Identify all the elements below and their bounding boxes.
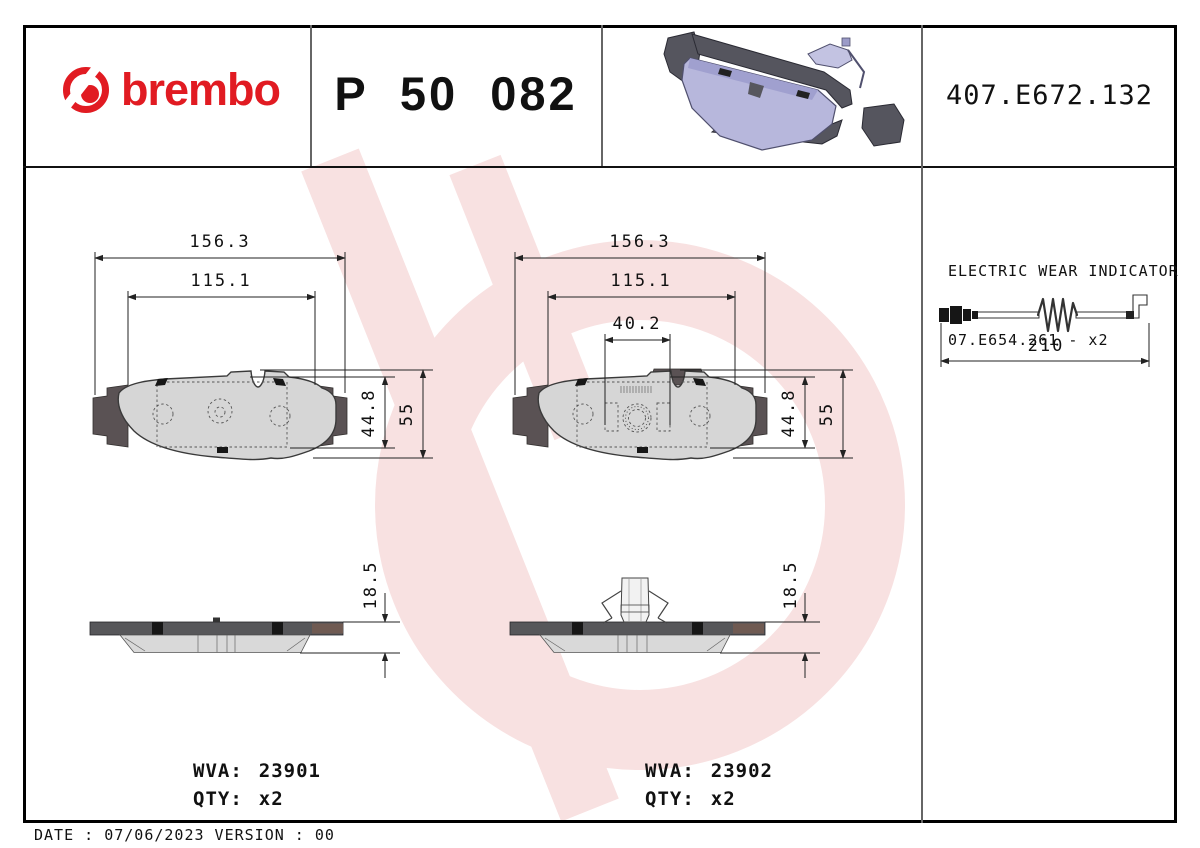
right-pad-front-drawing: 156.3 115.1 40.2 44.8 55 [512,232,853,461]
right-pad-friction-height-dimension [670,376,815,449]
left-pad-friction-height-label: 44.8 [359,389,379,438]
brembo-logo-icon [60,64,109,116]
pad-3d-wear-wire [807,37,866,89]
left-pad-wva-row: WVA: 23901 [193,760,321,782]
left-pad-total-height-dimension [260,369,433,459]
wear-indicator-title: ELECTRIC WEAR INDICATOR [948,262,1179,280]
left-pad-friction-height-dimension [250,376,395,449]
left-pad-friction-width-label: 115.1 [190,271,251,291]
part-number: P 50 082 [334,67,578,120]
left-pad-qty-label: QTY: [193,788,243,810]
left-pad-total-width-label: 156.3 [189,232,250,252]
left-pad-front-drawing: 156.3 115.1 44.8 55 [92,232,433,461]
right-pad-side-sensor [601,577,669,624]
right-pad-wva-label: WVA: [645,760,695,782]
sheet-border [23,25,1177,823]
right-pad-side-shape [509,577,766,653]
wear-indicator-part-code: 07.E654.261 - x2 [948,331,1109,349]
right-pad-qty-value: x2 [710,788,736,810]
left-pad-thickness-label: 18.5 [361,561,381,610]
wire-connector [939,306,978,324]
left-pad-qty-value: x2 [258,788,284,810]
header-cell-divider-1 [310,25,312,166]
right-pad-qty-row: QTY: x2 [645,788,736,810]
right-pad-shape [512,368,768,461]
right-pad-friction-width-dimension [547,291,736,385]
right-pad-wva-value: 23902 [710,760,773,782]
right-pad-friction-height-label: 44.8 [779,389,799,438]
catalog-code: 407.E672.132 [945,80,1154,111]
left-pad-wva-value: 23901 [258,760,321,782]
left-pad-shape [92,370,348,461]
right-pad-thickness-dimension [720,593,820,678]
left-pad-qty-row: QTY: x2 [193,788,284,810]
right-panel-divider [921,25,923,823]
brembo-logo-text: brembo [121,64,281,115]
right-pad-sensor-width-dimension [604,334,671,425]
date-version-line: DATE : 07/06/2023 VERSION : 00 [34,826,335,844]
right-pad-sensor-hatch [620,386,652,393]
left-pad-friction-width-dimension [127,291,316,385]
right-pad-total-height-label: 55 [817,402,837,426]
brembo-logo: brembo [60,64,281,116]
left-pad-side-shape [89,617,344,653]
wire-length-dimension [940,323,1150,367]
wire-end-clip [1126,294,1148,319]
wire-length-label: 210 [1028,336,1065,356]
right-pad-side-drawing: 18.5 [509,561,820,678]
wear-indicator-info: ELECTRIC WEAR INDICATOR 07.E654.261 - x2 [948,214,1179,398]
wire-cable [974,297,1138,333]
wear-indicator-wire-drawing: 210 [939,294,1150,367]
right-pad-wva-row: WVA: 23902 [645,760,773,782]
right-pad-total-height-dimension [680,369,853,459]
left-pad-wva-label: WVA: [193,760,243,782]
right-pad-friction-width-label: 115.1 [610,271,671,291]
left-pad-thickness-dimension [300,593,400,678]
right-pad-thickness-label: 18.5 [781,561,801,610]
right-pad-total-width-label: 156.3 [609,232,670,252]
header-cell-divider-2 [601,25,603,166]
left-pad-total-height-label: 55 [397,402,417,426]
right-pad-qty-label: QTY: [645,788,695,810]
brake-pad-3d-image [663,31,905,151]
left-pad-side-drawing: 18.5 [89,561,400,678]
header-divider [23,166,1177,168]
right-pad-sensor-width-label: 40.2 [613,314,662,334]
pad-3d-friction-face [681,57,837,151]
